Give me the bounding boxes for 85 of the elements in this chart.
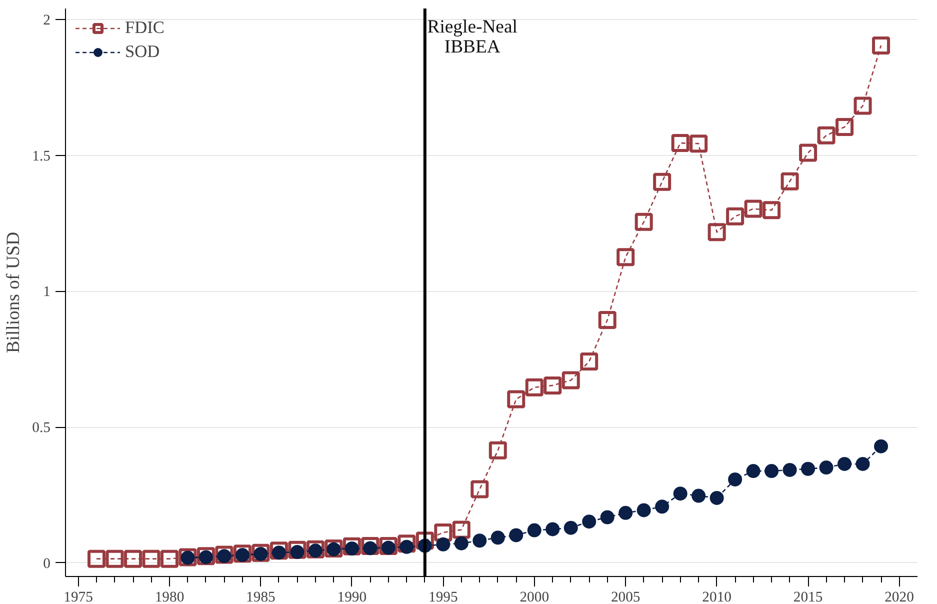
point — [544, 376, 562, 394]
point — [598, 310, 616, 329]
point — [564, 520, 578, 535]
point — [764, 464, 779, 478]
x-tick-label: 1985 — [246, 590, 276, 604]
point — [379, 537, 398, 556]
point — [618, 506, 633, 520]
point — [252, 544, 270, 562]
point — [726, 207, 744, 226]
point — [546, 522, 560, 536]
point — [655, 500, 670, 514]
point — [488, 441, 507, 460]
point — [673, 486, 688, 501]
point — [288, 540, 306, 559]
point — [306, 540, 324, 558]
y-tick-label: 2 — [43, 12, 50, 28]
point — [215, 546, 234, 564]
y-axis-title: Billions of USD — [3, 232, 24, 354]
x-tick-label: 1980 — [154, 590, 184, 604]
point — [525, 378, 544, 396]
point — [744, 200, 762, 218]
point — [196, 547, 215, 566]
point — [106, 550, 124, 568]
legend-label: SOD — [125, 42, 160, 62]
point — [582, 514, 596, 529]
point — [801, 462, 816, 476]
point — [124, 550, 142, 568]
x-tick-label: 2010 — [702, 590, 732, 604]
point — [634, 212, 653, 231]
point — [636, 503, 651, 518]
x-tick-label: 2005 — [610, 590, 640, 604]
ref-line-label: Riegle-Neal IBBEA — [427, 16, 518, 58]
x-tick-label: 1975 — [64, 590, 93, 604]
point — [270, 542, 288, 560]
y-tick-label: 0 — [43, 556, 50, 572]
point — [527, 523, 542, 538]
point — [653, 172, 672, 191]
point — [454, 536, 468, 550]
point — [836, 118, 854, 136]
x-tick-label: 2020 — [884, 590, 914, 604]
point — [799, 144, 818, 162]
point — [854, 96, 872, 115]
point — [692, 488, 706, 503]
point — [361, 537, 380, 556]
point — [819, 460, 834, 475]
point — [452, 520, 470, 539]
point — [509, 528, 524, 542]
point — [562, 371, 580, 390]
point — [762, 201, 781, 220]
x-tick-label: 1990 — [337, 590, 367, 604]
point — [490, 530, 505, 545]
point — [507, 390, 526, 408]
point — [434, 523, 452, 542]
legend-label: FDIC — [125, 18, 164, 38]
point — [671, 134, 690, 152]
point — [780, 172, 799, 190]
point — [470, 480, 489, 498]
point — [817, 126, 836, 144]
x-tick-label: 2000 — [520, 590, 550, 604]
y-tick-label: 1.5 — [32, 148, 51, 164]
y-tick-label: 1 — [43, 284, 50, 300]
x-tick-label: 2015 — [793, 590, 823, 604]
point — [616, 248, 635, 266]
point — [160, 550, 178, 568]
point — [874, 439, 888, 454]
point — [233, 544, 252, 563]
point — [436, 537, 450, 552]
y-tick-label: 0.5 — [32, 420, 51, 436]
point — [710, 490, 724, 505]
point — [600, 510, 614, 524]
point — [872, 36, 890, 54]
point — [580, 352, 598, 371]
point — [88, 550, 106, 568]
point — [728, 472, 742, 486]
point — [398, 534, 416, 553]
point — [708, 223, 726, 242]
point — [856, 457, 870, 471]
point — [782, 462, 797, 477]
point — [690, 134, 708, 153]
point — [838, 457, 852, 471]
point — [342, 537, 361, 556]
point — [142, 550, 160, 568]
point — [746, 464, 760, 478]
x-tick-label: 1995 — [428, 590, 458, 604]
point — [472, 534, 487, 548]
